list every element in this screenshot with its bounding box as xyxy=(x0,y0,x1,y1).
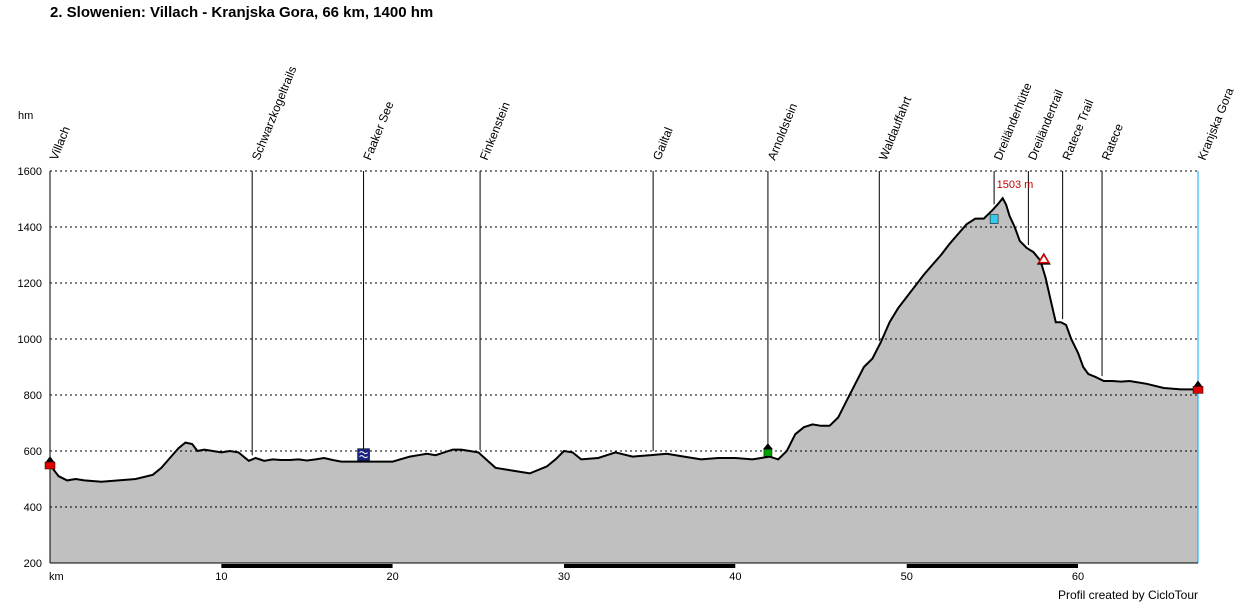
marker-finish-roof xyxy=(1193,380,1203,388)
waypoint-label-8: Dreiländertrail xyxy=(1025,88,1066,163)
chart-title: 2. Slowenien: Villach - Kranjska Gora, 6… xyxy=(50,4,434,21)
scale-segment-60 xyxy=(1078,564,1198,568)
waypoint-label-1: Schwarzkogeltrails xyxy=(249,64,299,162)
y-tick-label-600: 600 xyxy=(24,446,42,458)
y-tick-label-1600: 1600 xyxy=(18,166,42,178)
scale-segment-10 xyxy=(221,564,393,568)
x-tick-label-50: 50 xyxy=(901,571,913,583)
waypoint-label-5: Arnoldstein xyxy=(765,101,800,162)
x-tick-label-60: 60 xyxy=(1072,571,1084,583)
y-tick-label-1200: 1200 xyxy=(18,278,42,290)
y-axis-label: hm xyxy=(18,110,33,122)
waypoint-label-0: Villach xyxy=(47,124,73,162)
waypoint-label-2: Faaker See xyxy=(360,99,396,162)
waypoint-label-9: Ratece Trail xyxy=(1059,98,1096,163)
x-tick-label-40: 40 xyxy=(729,571,741,583)
x-axis-label: km xyxy=(49,571,64,583)
scale-segment-0 xyxy=(50,564,222,568)
marker-summit xyxy=(1037,253,1051,264)
waypoint-label-11: Kranjska Gora xyxy=(1195,85,1237,162)
elevation-line xyxy=(49,196,1198,483)
elevation-area xyxy=(50,198,1198,563)
x-tick-label-20: 20 xyxy=(387,571,399,583)
marker-hut xyxy=(989,214,999,224)
y-tick-label-200: 200 xyxy=(24,558,42,570)
scale-segment-30 xyxy=(564,564,736,568)
waypoint-label-3: Finkenstein xyxy=(477,100,513,162)
marker-finish xyxy=(1192,386,1204,394)
marker-start xyxy=(44,461,56,470)
scale-segment-40 xyxy=(735,564,907,568)
marker-lake-waves xyxy=(359,451,368,459)
credit-text: Profil created by CicloTour xyxy=(1057,588,1198,602)
y-tick-label-800: 800 xyxy=(24,390,42,402)
waypoint-label-6: Waldauffahrt xyxy=(876,94,914,162)
waypoint-label-10: Ratece xyxy=(1099,121,1126,162)
marker-lake xyxy=(357,448,370,461)
scale-segment-20 xyxy=(392,564,565,568)
y-tick-label-1400: 1400 xyxy=(18,222,42,234)
marker-start-roof xyxy=(45,456,55,463)
x-tick-label-30: 30 xyxy=(558,571,570,583)
marker-town-roof xyxy=(762,443,773,450)
y-tick-label-400: 400 xyxy=(24,502,42,514)
waypoint-label-4: Gailtal xyxy=(650,125,676,162)
annotation-0: 1503 m xyxy=(997,179,1034,191)
marker-town xyxy=(763,448,773,457)
scale-segment-50 xyxy=(906,564,1079,568)
x-tick-label-10: 10 xyxy=(215,571,227,583)
y-tick-label-1000: 1000 xyxy=(18,334,42,346)
